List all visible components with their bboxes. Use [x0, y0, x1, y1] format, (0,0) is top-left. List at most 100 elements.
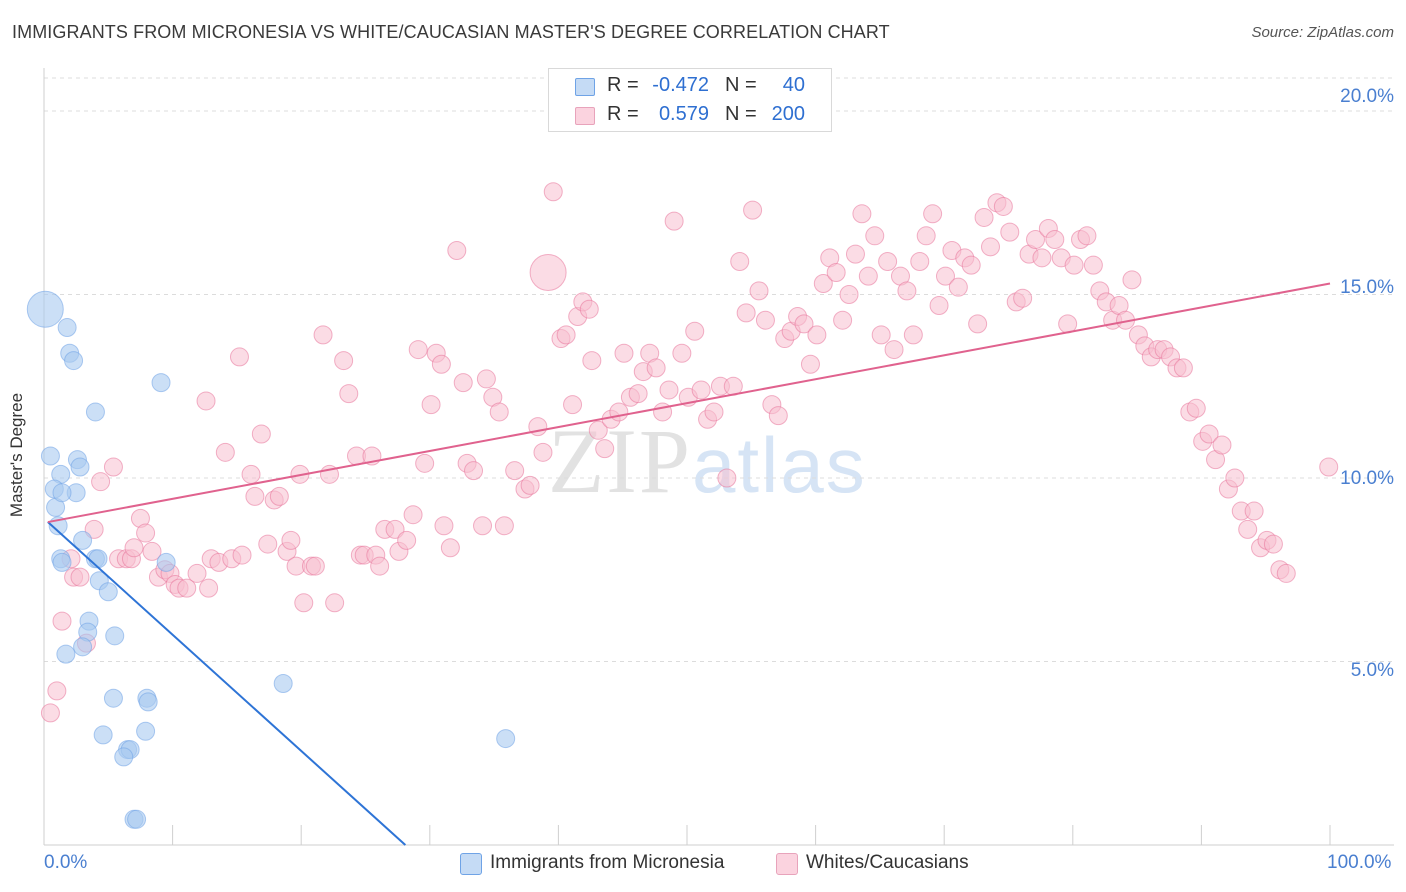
micronesia-point: [70, 457, 90, 477]
white-point: [415, 453, 435, 473]
white-point: [974, 207, 994, 227]
white-point: [865, 226, 885, 246]
y-tick-label: 10.0%: [1340, 468, 1394, 489]
white-point: [434, 516, 454, 536]
white-point: [749, 281, 769, 301]
white-trend-line: [47, 282, 1331, 524]
chart-title: IMMIGRANTS FROM MICRONESIA VS WHITE/CAUC…: [12, 22, 890, 42]
white-point: [447, 240, 467, 260]
white-point: [813, 274, 833, 294]
white-point: [1064, 255, 1084, 275]
white-point: [595, 439, 615, 459]
white-point: [916, 226, 936, 246]
white-point: [1000, 222, 1020, 242]
white-point: [1032, 248, 1052, 268]
white-point: [505, 461, 525, 481]
legend-label-micronesia: Immigrants from Micronesia: [490, 852, 725, 873]
micronesia-point: [114, 747, 134, 767]
white-point: [305, 556, 325, 576]
micronesia-point: [64, 351, 84, 371]
legend-r-label: R =: [607, 74, 639, 96]
legend-label-white: Whites/Caucasians: [806, 852, 969, 873]
white-point: [1244, 501, 1264, 521]
white-point: [251, 424, 271, 444]
watermark-zip: ZIP: [548, 410, 692, 512]
white-point: [582, 351, 602, 371]
white-point: [1045, 229, 1065, 249]
white-point: [1026, 229, 1046, 249]
white-point: [241, 464, 261, 484]
white-point: [923, 204, 943, 224]
white-point: [948, 277, 968, 297]
white-point: [1225, 468, 1245, 488]
white-point: [229, 347, 249, 367]
micronesia-trend-line: [47, 521, 407, 846]
white-point: [800, 354, 820, 374]
white-point: [743, 200, 763, 220]
white-point: [313, 325, 333, 345]
white-point: [579, 299, 599, 319]
white-point: [704, 402, 724, 422]
legend-n-value: 40: [782, 74, 805, 96]
white-point: [124, 538, 144, 558]
white-point: [431, 354, 451, 374]
white-point: [408, 340, 428, 360]
y-tick-label: 5.0%: [1350, 660, 1394, 681]
white-point: [40, 703, 60, 723]
white-point: [533, 442, 553, 462]
white-point: [609, 402, 629, 422]
white-point: [84, 519, 104, 539]
white-point: [1212, 435, 1232, 455]
white-point: [1173, 358, 1193, 378]
white-point: [878, 251, 898, 271]
white-point: [646, 358, 666, 378]
white-point: [614, 343, 634, 363]
white-point: [1013, 288, 1033, 308]
white-point: [489, 402, 509, 422]
legend-swatch-micronesia: [575, 78, 595, 96]
micronesia-point: [151, 373, 171, 393]
watermark-atlas: atlas: [692, 421, 867, 509]
micronesia-point: [93, 725, 113, 745]
white-point: [755, 310, 775, 330]
legend-swatch-white: [575, 107, 595, 125]
white-point: [807, 325, 827, 345]
white-point: [929, 296, 949, 316]
white-point: [563, 395, 583, 415]
legend-r-value: -0.472: [652, 74, 709, 96]
micronesia-point: [85, 402, 105, 422]
micronesia-point: [105, 626, 125, 646]
micronesia-point: [57, 318, 77, 338]
white-point: [370, 556, 390, 576]
white-point: [659, 380, 679, 400]
stats-legend: R = -0.472 N = 40 R = 0.579 N = 200: [548, 68, 832, 132]
white-point: [1122, 270, 1142, 290]
white-point: [385, 519, 405, 539]
white-point: [685, 321, 705, 341]
legend-n-value: 200: [771, 103, 805, 125]
white-point: [1199, 424, 1219, 444]
y-tick-label: 20.0%: [1340, 86, 1394, 107]
white-point: [968, 314, 988, 334]
white-point: [476, 369, 496, 389]
white-point: [339, 384, 359, 404]
white-point: [281, 530, 301, 550]
micronesia-point: [496, 729, 516, 749]
micronesia-point: [52, 483, 72, 503]
micronesia-point: [136, 721, 156, 741]
micronesia-point: [138, 692, 158, 712]
micronesia-point: [127, 809, 147, 829]
white-point: [215, 442, 235, 462]
source-credit: Source: ZipAtlas.com: [1251, 24, 1394, 41]
white-point: [232, 545, 252, 565]
white-point: [103, 457, 123, 477]
white-point: [664, 211, 684, 231]
micronesia-point: [103, 688, 123, 708]
micronesia-point: [156, 552, 176, 572]
white-point: [961, 255, 981, 275]
white-point: [70, 567, 90, 587]
white-point: [1077, 226, 1097, 246]
white-point: [910, 251, 930, 271]
white-point: [543, 182, 563, 202]
